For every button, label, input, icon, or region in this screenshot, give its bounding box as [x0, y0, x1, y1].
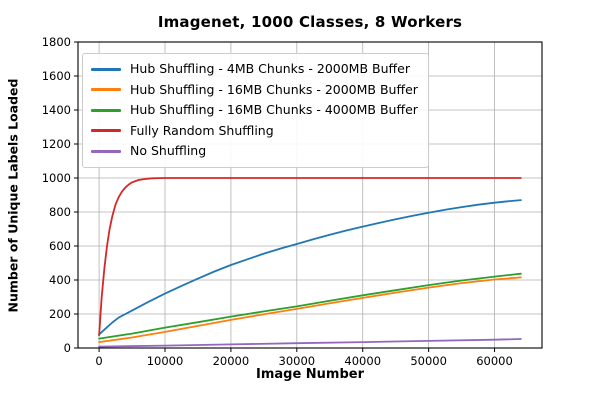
legend-item-label: Hub Shuffling - 16MB Chunks - 2000MB Buf…	[130, 81, 418, 97]
series-line-1	[98, 276, 522, 344]
y-tick-label: 200	[49, 307, 71, 321]
y-tick-label: 400	[49, 273, 71, 287]
legend-item: Hub Shuffling - 16MB Chunks - 4000MB Buf…	[91, 100, 418, 121]
x-tick-label: 50000	[410, 354, 447, 368]
x-tick-label: 40000	[344, 354, 381, 368]
chart-title: Imagenet, 1000 Classes, 8 Workers	[157, 13, 463, 31]
series-line-3	[98, 177, 522, 337]
legend-item: No Shuffling	[91, 141, 418, 162]
y-tick-label: 1400	[42, 103, 71, 117]
legend-line-swatch	[91, 149, 121, 153]
legend-item-label: Hub Shuffling - 4MB Chunks - 2000MB Buff…	[130, 61, 410, 76]
y-tick-label: 1000	[42, 171, 71, 185]
legend-line-swatch	[91, 129, 121, 133]
y-tick-label: 1600	[42, 69, 71, 83]
series-line-2	[98, 272, 522, 340]
series-line-0	[98, 199, 522, 336]
y-tick-label: 1200	[42, 137, 71, 151]
legend-item-label: Fully Random Shuffling	[130, 122, 274, 138]
legend-item: Hub Shuffling - 16MB Chunks - 2000MB Buf…	[91, 80, 418, 101]
x-tick-label: 0	[95, 354, 102, 368]
x-tick-label: 10000	[147, 354, 184, 368]
y-axis-label: Number of Unique Labels Loaded	[5, 78, 21, 313]
axes-frame	[77, 41, 543, 349]
y-tick-label: 600	[49, 239, 71, 253]
legend-line-swatch	[91, 88, 121, 92]
legend-item-label: Hub Shuffling - 16MB Chunks - 4000MB Buf…	[130, 102, 418, 117]
x-tick-label: 30000	[279, 354, 316, 368]
legend: Hub Shuffling - 4MB Chunks - 2000MB Buff…	[82, 53, 429, 168]
y-tick-label: 1800	[42, 35, 71, 49]
x-tick-label: 20000	[213, 354, 250, 368]
series-line-4	[98, 338, 522, 348]
legend-line-swatch	[91, 108, 121, 112]
x-axis-label: Image Number	[255, 367, 365, 382]
y-tick-label: 0	[64, 341, 71, 355]
legend-line-swatch	[91, 67, 121, 71]
y-tick-label: 800	[49, 205, 71, 219]
x-tick-label: 60000	[476, 354, 513, 368]
legend-item: Fully Random Shuffling	[91, 121, 418, 142]
legend-item: Hub Shuffling - 4MB Chunks - 2000MB Buff…	[91, 59, 418, 80]
legend-item-label: No Shuffling	[130, 143, 207, 158]
